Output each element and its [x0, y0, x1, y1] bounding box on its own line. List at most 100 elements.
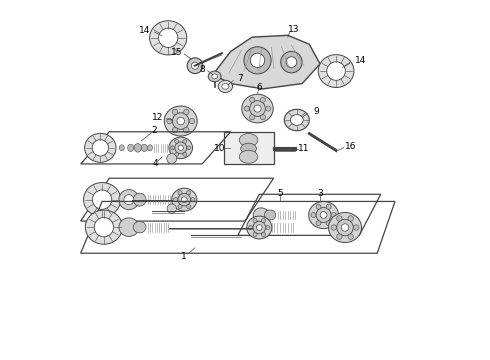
Ellipse shape [119, 218, 139, 237]
Ellipse shape [119, 145, 124, 151]
Ellipse shape [208, 71, 221, 82]
Polygon shape [213, 35, 320, 89]
Ellipse shape [262, 219, 266, 222]
Ellipse shape [184, 109, 189, 115]
Ellipse shape [337, 234, 342, 239]
Ellipse shape [134, 144, 142, 152]
Ellipse shape [250, 53, 265, 67]
Ellipse shape [128, 144, 134, 152]
Ellipse shape [183, 152, 187, 156]
Text: 16: 16 [344, 141, 356, 150]
Ellipse shape [172, 109, 178, 115]
Text: 5: 5 [277, 189, 283, 198]
Ellipse shape [316, 204, 321, 209]
Ellipse shape [316, 208, 331, 222]
Polygon shape [223, 132, 273, 164]
Text: 14: 14 [355, 56, 366, 65]
Ellipse shape [149, 21, 187, 55]
Ellipse shape [291, 114, 303, 125]
Ellipse shape [264, 210, 276, 220]
Ellipse shape [173, 198, 178, 202]
Text: 6: 6 [256, 83, 262, 92]
Ellipse shape [239, 150, 258, 163]
Ellipse shape [253, 221, 266, 234]
Ellipse shape [309, 202, 339, 229]
Text: 8: 8 [199, 65, 205, 74]
Ellipse shape [181, 197, 187, 203]
Ellipse shape [320, 212, 327, 219]
Ellipse shape [326, 221, 331, 226]
Ellipse shape [249, 101, 266, 116]
Ellipse shape [328, 212, 362, 243]
Ellipse shape [192, 62, 198, 69]
Text: 3: 3 [317, 189, 323, 198]
Text: 10: 10 [214, 144, 226, 153]
Ellipse shape [337, 216, 342, 221]
Ellipse shape [175, 139, 179, 143]
Ellipse shape [183, 139, 187, 143]
Ellipse shape [311, 212, 316, 217]
Ellipse shape [246, 216, 272, 239]
Ellipse shape [266, 106, 271, 111]
Ellipse shape [331, 212, 336, 217]
Ellipse shape [92, 140, 108, 156]
Ellipse shape [187, 204, 191, 209]
Ellipse shape [212, 74, 218, 79]
Ellipse shape [147, 145, 152, 151]
Ellipse shape [254, 105, 261, 112]
Ellipse shape [133, 193, 146, 206]
Text: 4: 4 [153, 159, 158, 168]
Text: 12: 12 [152, 113, 163, 122]
Ellipse shape [175, 142, 187, 154]
Ellipse shape [124, 195, 134, 204]
Ellipse shape [167, 154, 177, 163]
Text: 15: 15 [171, 48, 182, 57]
Ellipse shape [167, 204, 176, 213]
Ellipse shape [256, 225, 262, 230]
Ellipse shape [260, 114, 266, 120]
Ellipse shape [239, 134, 258, 147]
Text: 9: 9 [314, 107, 319, 116]
Ellipse shape [253, 219, 257, 222]
Ellipse shape [260, 97, 266, 103]
Ellipse shape [187, 146, 191, 150]
Ellipse shape [253, 233, 257, 237]
Ellipse shape [286, 57, 297, 67]
Ellipse shape [187, 58, 203, 73]
Ellipse shape [266, 225, 270, 230]
Ellipse shape [178, 145, 183, 150]
Text: 14: 14 [139, 26, 150, 35]
Ellipse shape [85, 210, 122, 244]
Ellipse shape [326, 204, 331, 209]
Ellipse shape [94, 217, 114, 237]
Ellipse shape [327, 62, 345, 80]
Ellipse shape [281, 51, 302, 73]
Ellipse shape [318, 55, 354, 87]
Ellipse shape [172, 127, 178, 133]
Ellipse shape [316, 221, 321, 226]
Ellipse shape [172, 113, 189, 129]
Ellipse shape [169, 137, 193, 158]
Ellipse shape [187, 191, 191, 195]
Ellipse shape [242, 94, 273, 123]
Ellipse shape [244, 106, 249, 111]
Ellipse shape [191, 198, 195, 202]
Ellipse shape [159, 28, 178, 48]
Ellipse shape [178, 191, 182, 195]
Text: 7: 7 [237, 74, 243, 83]
Ellipse shape [164, 106, 197, 136]
Ellipse shape [222, 84, 229, 89]
Ellipse shape [177, 117, 184, 125]
Text: 13: 13 [288, 26, 299, 35]
Ellipse shape [348, 234, 353, 239]
Ellipse shape [119, 190, 139, 210]
Ellipse shape [85, 134, 116, 162]
Ellipse shape [189, 118, 195, 124]
Ellipse shape [93, 190, 112, 209]
Ellipse shape [83, 183, 121, 217]
Ellipse shape [348, 216, 353, 221]
Ellipse shape [341, 224, 349, 231]
Text: 1: 1 [181, 252, 187, 261]
Ellipse shape [354, 225, 359, 230]
Text: 2: 2 [151, 126, 157, 135]
